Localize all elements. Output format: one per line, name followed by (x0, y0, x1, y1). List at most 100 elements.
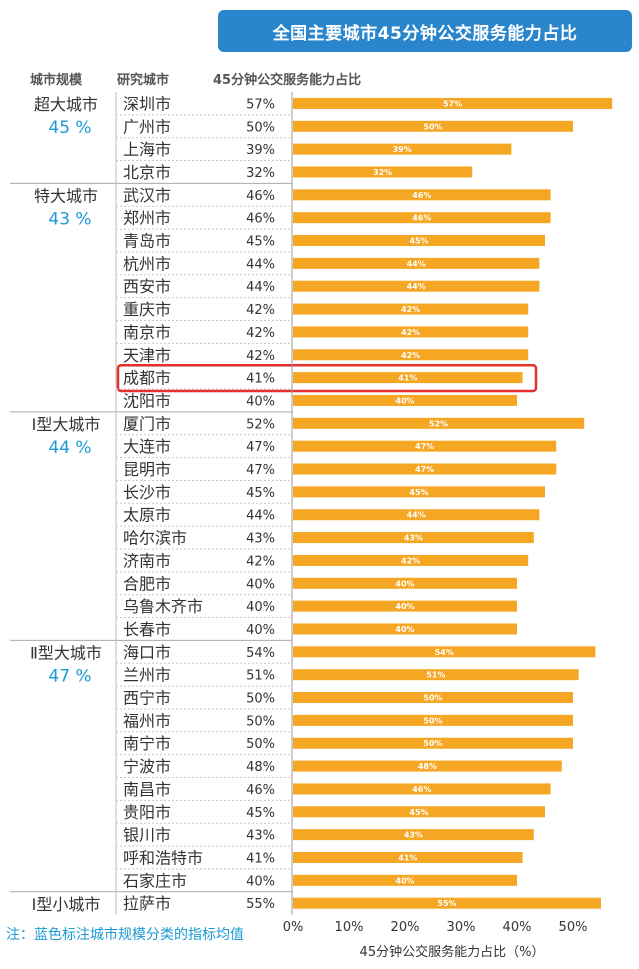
city-label: 乌鲁木齐市 (123, 597, 203, 616)
x-axis-label: 45分钟公交服务能力占比（%） (360, 944, 545, 960)
bar-data-label: 50% (423, 716, 442, 725)
bar (293, 97, 613, 109)
city-label: 重庆市 (123, 300, 171, 319)
group-average: 47 % (48, 666, 91, 686)
value-label: 42% (246, 349, 275, 364)
bar (293, 303, 529, 315)
x-tick-label: 10% (335, 920, 364, 935)
bar (293, 120, 573, 132)
bar-data-label: 41% (398, 853, 417, 862)
value-label: 48% (246, 760, 275, 775)
value-label: 41% (246, 851, 275, 866)
bar (293, 897, 601, 909)
bar-data-label: 39% (393, 145, 412, 154)
bar (293, 349, 529, 361)
city-label: 天津市 (123, 346, 171, 365)
bar-data-label: 45% (409, 808, 428, 817)
value-label: 39% (246, 143, 275, 158)
header-value: 45分钟公交服务能力占比 (213, 72, 361, 88)
value-label: 45% (246, 235, 275, 250)
bar (293, 212, 551, 224)
value-label: 32% (246, 166, 275, 181)
bar-data-label: 51% (426, 671, 445, 680)
city-label: 太原市 (123, 506, 171, 525)
bar-data-label: 42% (401, 351, 420, 360)
city-label: 贵阳市 (123, 803, 171, 822)
bar-data-label: 45% (409, 488, 428, 497)
group-average: 44 % (48, 438, 91, 458)
bar-data-label: 55% (437, 899, 456, 908)
city-label: 杭州市 (123, 254, 171, 273)
bar (293, 692, 573, 704)
highlight-box (116, 363, 538, 393)
value-label: 50% (246, 120, 275, 135)
bar (293, 235, 545, 247)
bar-data-label: 42% (401, 328, 420, 337)
bar-data-label: 42% (401, 305, 420, 314)
x-tick-label: 50% (559, 920, 588, 935)
value-label: 44% (246, 257, 275, 272)
value-label: 40% (246, 623, 275, 638)
bar (293, 646, 596, 658)
value-label: 40% (246, 577, 275, 592)
header-city: 研究城市 (117, 72, 169, 88)
group-name: 超大城市 (34, 95, 98, 114)
city-label: 拉萨市 (123, 894, 171, 913)
bar (293, 783, 551, 795)
bar (293, 532, 534, 544)
city-label: 石家庄市 (123, 871, 187, 890)
city-label: 长沙市 (123, 483, 171, 502)
city-label: 宁波市 (123, 757, 171, 776)
bar (293, 554, 529, 566)
bar (293, 143, 512, 155)
city-label: 厦门市 (123, 414, 171, 433)
city-label: 郑州市 (123, 209, 171, 228)
value-label: 46% (246, 189, 275, 204)
bar (293, 623, 517, 635)
value-label: 51% (246, 669, 275, 684)
bar-data-label: 54% (435, 648, 454, 657)
bar-data-label: 45% (409, 237, 428, 246)
value-label: 50% (246, 692, 275, 707)
value-label: 43% (246, 829, 275, 844)
x-tick-label: 20% (391, 920, 420, 935)
value-label: 55% (246, 897, 275, 912)
city-label: 北京市 (123, 163, 171, 182)
bar-data-label: 40% (395, 396, 414, 405)
bar-data-label: 48% (418, 762, 437, 771)
bar (293, 806, 545, 818)
group-average: 45 % (48, 118, 91, 138)
city-label: 长春市 (123, 620, 171, 639)
bar-data-label: 43% (404, 831, 423, 840)
value-label: 40% (246, 394, 275, 409)
bar (293, 280, 540, 292)
bar (293, 577, 517, 589)
city-label: 西宁市 (123, 689, 171, 708)
bar (293, 829, 534, 841)
value-label: 45% (246, 486, 275, 501)
bar (293, 851, 523, 863)
group-average: 43 % (48, 209, 91, 229)
bar-data-label: 50% (423, 122, 442, 131)
value-label: 44% (246, 509, 275, 524)
header-group: 城市规模 (30, 72, 83, 88)
bar (293, 326, 529, 338)
bar (293, 166, 473, 178)
bar (293, 372, 523, 384)
bar-data-label: 40% (395, 625, 414, 634)
bar-data-label: 47% (415, 442, 434, 451)
bar-data-label: 46% (412, 191, 431, 200)
value-label: 42% (246, 303, 275, 318)
value-label: 57% (246, 97, 275, 112)
value-label: 40% (246, 874, 275, 889)
city-label: 沈阳市 (123, 391, 171, 410)
bar-data-label: 44% (407, 511, 426, 520)
bar (293, 874, 517, 886)
city-label: 西安市 (123, 277, 171, 296)
bar-data-label: 44% (407, 259, 426, 268)
bar (293, 440, 557, 452)
city-label: 深圳市 (123, 94, 171, 113)
group-name: Ⅰ型大城市 (32, 415, 101, 434)
value-label: 52% (246, 417, 275, 432)
city-label: 武汉市 (123, 186, 171, 205)
